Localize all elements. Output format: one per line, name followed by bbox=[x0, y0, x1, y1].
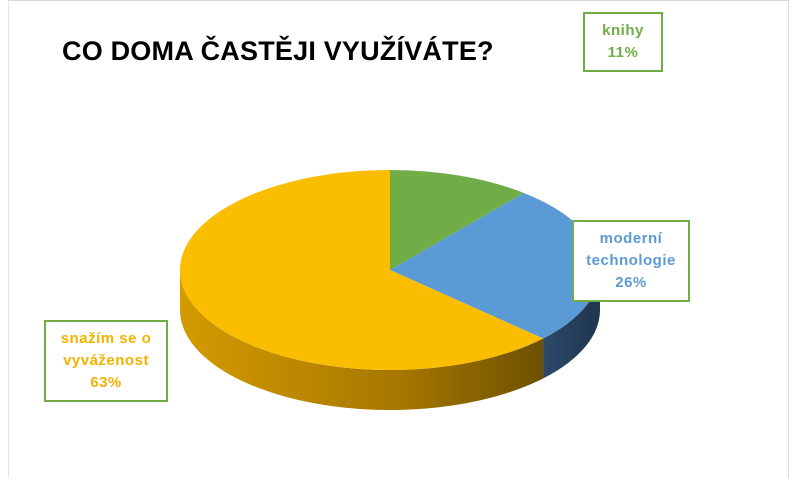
data-label: moderní technologie 26% bbox=[572, 220, 690, 302]
chart-title: CO DOMA ČASTĚJI VYUŽÍVÁTE? bbox=[62, 36, 494, 66]
slice-side bbox=[543, 270, 600, 379]
data-label: knihy 11% bbox=[583, 12, 663, 72]
slice bbox=[390, 192, 600, 339]
chart-frame bbox=[8, 0, 789, 478]
slice bbox=[390, 170, 524, 270]
slice-side bbox=[180, 270, 544, 411]
label-category: knihy bbox=[602, 22, 644, 39]
label-value: 26% bbox=[615, 274, 647, 291]
label-value: 11% bbox=[607, 44, 639, 61]
slice bbox=[180, 170, 544, 370]
label-category: moderní technologie bbox=[586, 230, 676, 269]
label-value: 63% bbox=[90, 374, 122, 391]
data-label: snažím se o vyváženost 63% bbox=[44, 320, 168, 402]
label-category: snažím se o vyváženost bbox=[60, 330, 152, 369]
